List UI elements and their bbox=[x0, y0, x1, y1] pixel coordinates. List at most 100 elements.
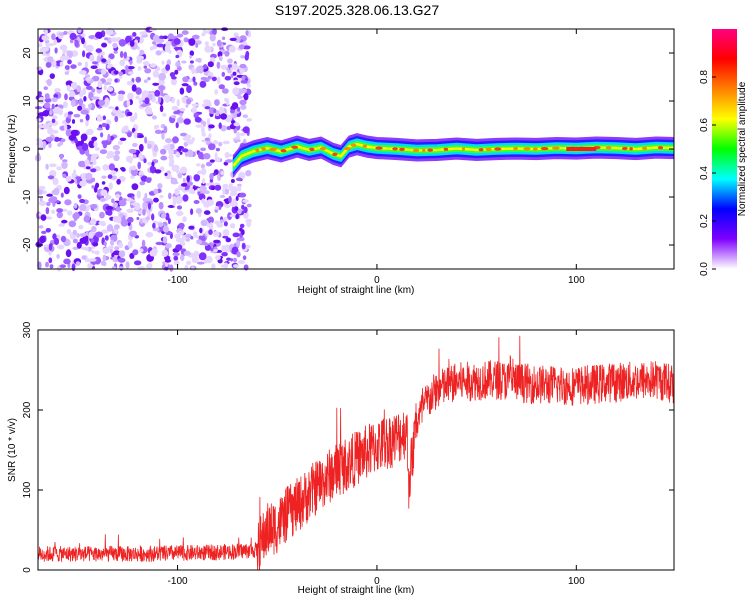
noise-speckle bbox=[218, 55, 223, 61]
noise-speckle bbox=[73, 113, 81, 118]
noise-speckle bbox=[179, 87, 185, 95]
x-tick-label: 100 bbox=[568, 275, 585, 286]
noise-speckle bbox=[225, 237, 232, 243]
noise-speckle bbox=[214, 89, 218, 95]
noise-speckle bbox=[245, 30, 249, 36]
noise-speckle bbox=[162, 236, 168, 244]
noise-speckle bbox=[49, 110, 53, 116]
noise-speckle bbox=[232, 63, 238, 71]
noise-speckle bbox=[46, 201, 51, 207]
noise-speckle bbox=[147, 143, 152, 149]
noise-speckle bbox=[143, 90, 150, 95]
noise-speckle bbox=[134, 260, 142, 266]
noise-speckle bbox=[127, 92, 134, 101]
noise-speckle bbox=[134, 112, 138, 120]
noise-speckle bbox=[214, 206, 219, 210]
noise-speckle bbox=[197, 57, 202, 63]
noise-speckle bbox=[112, 202, 119, 208]
noise-speckle bbox=[222, 183, 229, 189]
noise-speckle bbox=[197, 187, 201, 192]
noise-speckle bbox=[104, 97, 110, 105]
noise-speckle bbox=[75, 261, 81, 266]
noise-speckle bbox=[188, 38, 196, 46]
noise-speckle bbox=[101, 181, 106, 185]
noise-speckle bbox=[121, 126, 129, 133]
trace-peak bbox=[269, 147, 277, 151]
noise-speckle bbox=[47, 56, 54, 63]
noise-speckle bbox=[100, 260, 106, 266]
noise-speckle bbox=[49, 196, 58, 203]
noise-speckle bbox=[90, 65, 98, 69]
noise-speckle bbox=[85, 74, 91, 78]
noise-speckle bbox=[130, 175, 135, 179]
noise-speckle bbox=[222, 88, 229, 94]
noise-speckle bbox=[41, 140, 47, 148]
noise-speckle bbox=[108, 163, 115, 171]
noise-speckle bbox=[232, 232, 240, 238]
y-tick-label: 20 bbox=[22, 47, 33, 59]
noise-speckle bbox=[182, 216, 187, 223]
noise-speckle bbox=[56, 211, 63, 219]
noise-speckle bbox=[93, 234, 98, 243]
noise-speckle bbox=[46, 78, 52, 87]
noise-speckle bbox=[60, 138, 66, 143]
noise-speckle bbox=[108, 245, 114, 250]
noise-speckle bbox=[174, 69, 179, 75]
noise-speckle bbox=[48, 142, 52, 149]
noise-speckle bbox=[103, 84, 107, 91]
noise-speckle bbox=[224, 188, 230, 195]
noise-speckle bbox=[222, 187, 226, 196]
noise-speckle bbox=[64, 71, 69, 75]
noise-speckle bbox=[76, 176, 80, 185]
noise-speckle bbox=[88, 140, 96, 149]
noise-speckle bbox=[144, 192, 148, 201]
noise-speckle bbox=[172, 115, 177, 119]
noise-speckle bbox=[84, 61, 88, 69]
noise-speckle bbox=[79, 198, 86, 204]
noise-speckle bbox=[176, 98, 180, 107]
noise-speckle bbox=[179, 107, 186, 112]
noise-speckle bbox=[77, 26, 82, 34]
noise-speckle bbox=[224, 204, 231, 209]
noise-speckle bbox=[44, 93, 50, 100]
noise-speckle bbox=[246, 221, 252, 228]
noise-speckle bbox=[139, 31, 148, 36]
noise-speckle bbox=[239, 223, 245, 228]
noise-speckle bbox=[230, 187, 238, 195]
noise-speckle bbox=[101, 42, 108, 48]
snr-x-label: Height of straight line (km) bbox=[298, 585, 415, 596]
noise-speckle bbox=[175, 61, 181, 68]
noise-speckle bbox=[195, 42, 199, 48]
noise-speckle bbox=[142, 201, 148, 210]
y-tick-label: 0 bbox=[22, 146, 33, 152]
noise-speckle bbox=[202, 178, 206, 185]
noise-speckle bbox=[152, 82, 160, 86]
noise-speckle bbox=[77, 194, 82, 200]
noise-speckle bbox=[186, 98, 192, 105]
y-tick-label: 300 bbox=[22, 321, 33, 338]
noise-speckle bbox=[233, 35, 241, 43]
noise-speckle bbox=[215, 255, 221, 261]
noise-speckle bbox=[144, 68, 152, 74]
noise-speckle bbox=[164, 44, 171, 53]
noise-speckle bbox=[228, 45, 236, 53]
noise-speckle bbox=[240, 79, 248, 84]
noise-speckle bbox=[236, 177, 243, 182]
noise-speckle bbox=[195, 124, 203, 128]
noise-speckle bbox=[220, 64, 228, 70]
noise-speckle bbox=[39, 196, 43, 202]
noise-speckle bbox=[90, 204, 98, 209]
noise-speckle bbox=[207, 75, 212, 80]
noise-speckle bbox=[158, 222, 164, 228]
noise-speckle bbox=[117, 113, 125, 118]
trace-peak bbox=[642, 146, 648, 150]
noise-speckle bbox=[116, 178, 121, 185]
noise-speckle bbox=[186, 181, 193, 186]
trace-peak bbox=[309, 147, 315, 151]
noise-speckle bbox=[64, 93, 68, 101]
noise-speckle bbox=[243, 206, 248, 214]
noise-speckle bbox=[137, 161, 141, 170]
noise-speckle bbox=[209, 159, 215, 163]
noise-speckle bbox=[123, 51, 128, 59]
